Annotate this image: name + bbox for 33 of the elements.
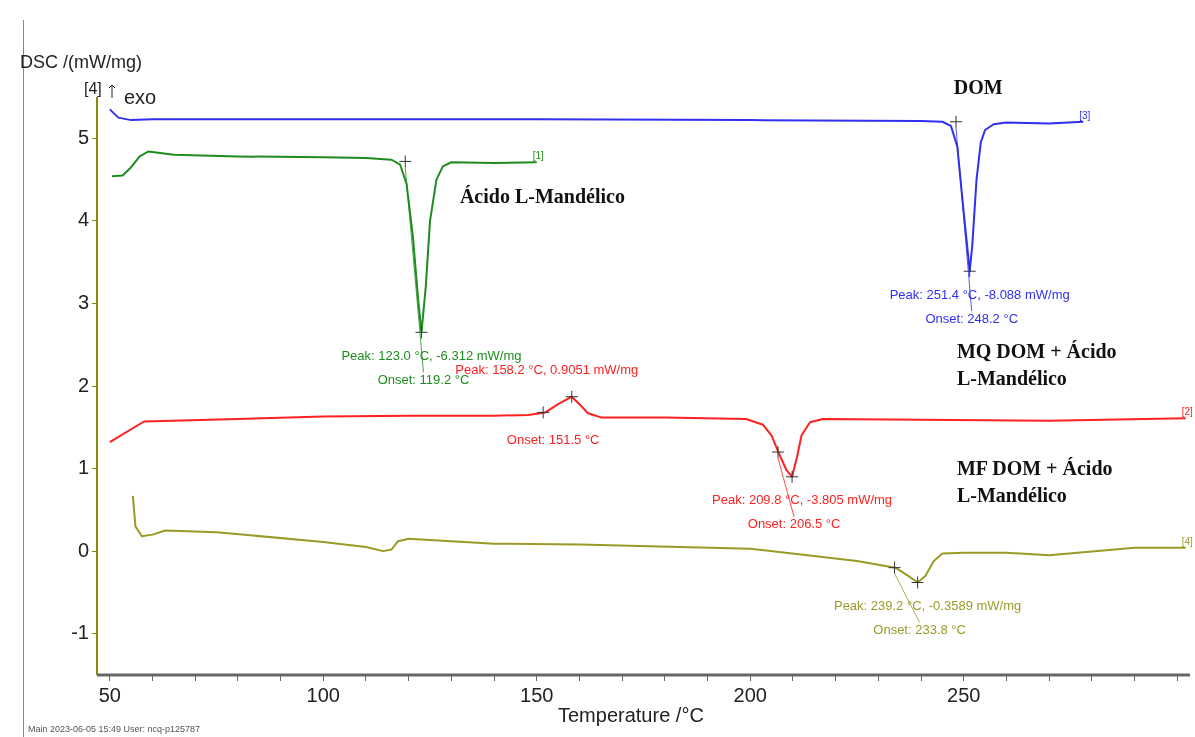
y-tick-label: -1 (71, 621, 89, 644)
annotation: [4] (1181, 535, 1194, 547)
y-tick-label: 0 (77, 538, 89, 561)
annotation: Onset: 248.2 °C (925, 310, 1019, 326)
annotation: exo (124, 86, 157, 109)
y-tick-label: 2 (77, 373, 89, 396)
annotation: Onset: 206.5 °C (747, 516, 841, 532)
annotation: Peak: 251.4 °C, -8.088 mW/mg (889, 286, 1070, 302)
series-label: DOM (953, 75, 1003, 98)
x-axis-title: Temperature /°C (558, 704, 704, 727)
annotation: Peak: 123.0 °C, -6.312 mW/mg (341, 347, 522, 363)
annotation: Onset: 151.5 °C (506, 432, 600, 447)
x-tick-label: 50 (98, 683, 121, 706)
annotation: [2] (1181, 405, 1194, 417)
x-tick-label: 100 (306, 683, 340, 706)
annotation: Peak: 239.2 °C, -0.3589 mW/mg (833, 598, 1022, 614)
annotation: [3] (1079, 109, 1091, 121)
annotation: Peak: 209.8 °C, -3.805 mW/mg (712, 492, 893, 508)
y-tick-label: 4 (77, 208, 89, 231)
text: Main 2023-06-05 15:49 User: ncq-p125787 (28, 724, 201, 734)
text: MF DOM + Ácido L-Mandélico (956, 457, 1113, 507)
series-label: Ácido L-Mandélico (459, 184, 625, 207)
annotation: [1] (532, 149, 545, 161)
y-tick-label: 1 (77, 456, 89, 479)
y-tick-label: 3 (77, 290, 89, 313)
y-axis-title: DSC /(mW/mg) (20, 52, 142, 73)
series-label: MQ DOM + Ácido L-Mandélico (956, 340, 1117, 390)
x-tick-label: 250 (947, 683, 981, 706)
annotation: Onset: 233.8 °C (873, 622, 966, 638)
x-tick-label: 200 (733, 683, 767, 706)
x-tick-label: 150 (520, 683, 554, 706)
text: [4] (84, 80, 102, 98)
y-tick-label: 5 (77, 125, 89, 148)
